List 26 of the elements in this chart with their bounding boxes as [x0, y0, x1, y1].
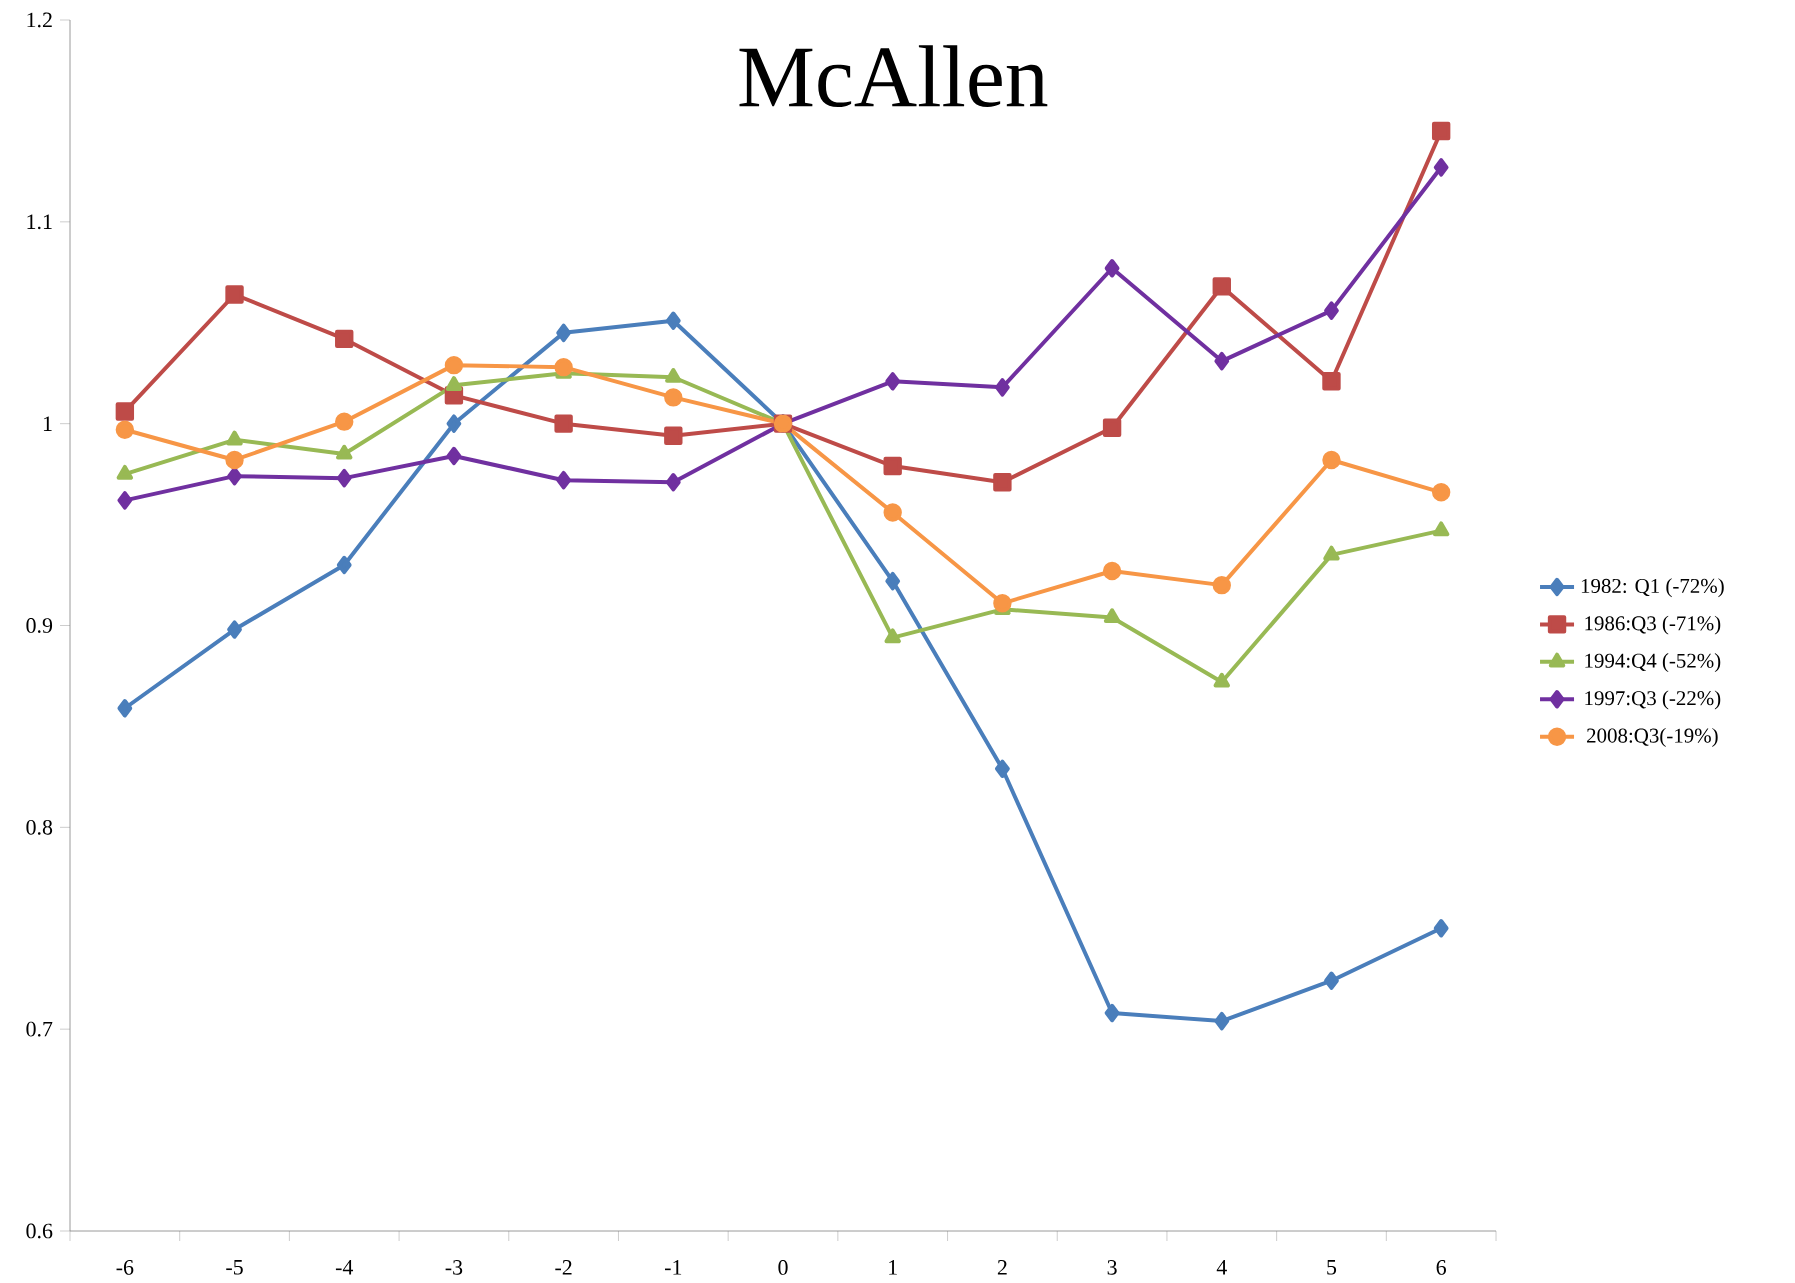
y-tick-label: 1.1: [27, 214, 52, 230]
x-tick-label: 6: [1436, 1260, 1446, 1275]
y-tick-label: 0.7: [26, 1021, 53, 1037]
legend-label: 1982: Q1 (-72%): [1581, 578, 1724, 598]
x-tick-label: -6: [116, 1260, 134, 1275]
legend-label: 1994:Q4 (-52%): [1585, 653, 1721, 673]
y-tick-label: 0.6: [26, 1223, 53, 1239]
x-tick-label: 1: [889, 1260, 897, 1275]
legend-label: 2008:Q3(-19%): [1587, 727, 1718, 747]
y-tick-label: 0.8: [26, 819, 53, 835]
x-tick-label: 3: [1107, 1260, 1117, 1275]
x-tick-label: -5: [226, 1260, 243, 1275]
x-tick-label: 5: [1327, 1260, 1337, 1275]
y-tick-label: 1.2: [27, 12, 52, 28]
y-tick-label: 1: [43, 416, 52, 431]
x-tick-label: -1: [665, 1260, 682, 1275]
x-tick-label: -4: [335, 1260, 354, 1275]
x-tick-label: 0: [778, 1260, 788, 1275]
y-tick-label: 0.9: [26, 618, 53, 633]
legend-label: 1997:Q3 (-22%): [1585, 690, 1721, 710]
chart-title: McAllen: [739, 45, 1048, 108]
x-tick-label: 2: [997, 1260, 1007, 1275]
legend-label: 1986:Q3 (-71%): [1585, 615, 1721, 635]
x-tick-label: -3: [445, 1260, 463, 1275]
x-tick-label: 4: [1216, 1260, 1227, 1275]
x-tick-label: -2: [555, 1260, 572, 1275]
